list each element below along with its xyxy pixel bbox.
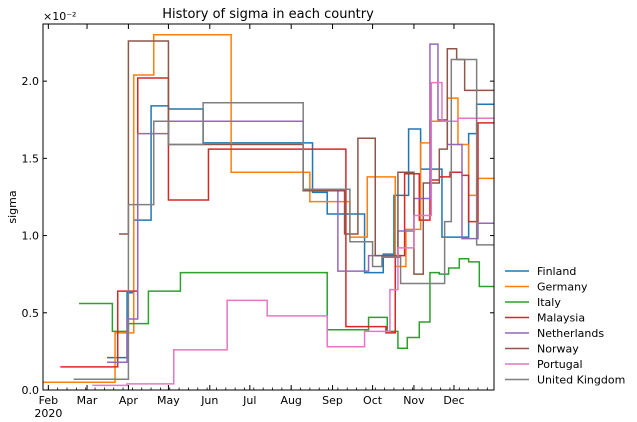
x-tick-label: Dec [443, 394, 464, 407]
x-tick-label: Oct [363, 394, 383, 407]
x-tick-label: Feb [39, 394, 58, 407]
series-line-germany [43, 34, 494, 384]
legend: Finland Germany Italy Malaysia Netherlands No… [505, 265, 625, 387]
y-multiplier: ×10⁻² [43, 10, 76, 23]
plot-frame [42, 23, 495, 391]
y-tick-label: 1.5 [22, 152, 40, 165]
x-tick-label: May [157, 394, 180, 407]
legend-label: Norway [537, 343, 579, 356]
y-tick-label: 0.0 [22, 384, 40, 397]
legend-label: Netherlands [537, 327, 604, 340]
series-line-portugal [92, 81, 494, 387]
x-tick-label: Apr [119, 394, 139, 407]
y-tick-label: 1.0 [22, 230, 40, 243]
series-line-italy [79, 257, 494, 350]
x-tick-label: Aug [280, 394, 301, 407]
legend-label: Portugal [537, 358, 583, 371]
legend-label: Malaysia [537, 312, 585, 325]
x-tick-label: Jul [242, 394, 256, 407]
series-line-united-kingdom [73, 58, 494, 380]
x-tick-label: Sep [322, 394, 343, 407]
x-tick-label: Jun [200, 394, 218, 407]
x-tick-label: Nov [403, 394, 425, 407]
legend-label: Germany [537, 281, 588, 294]
series-line-finland [107, 103, 494, 359]
y-tick-label: 2.0 [22, 75, 40, 88]
series-line-norway [119, 40, 494, 275]
series-layer [43, 34, 494, 387]
legend-label: Italy [537, 296, 561, 309]
legend-label: Finland [537, 265, 576, 278]
y-axis-label: sigma [6, 190, 19, 223]
legend-label: United Kingdom [537, 374, 625, 387]
x-tick-label: Mar [77, 394, 98, 407]
x-tick-sublabel: 2020 [34, 407, 62, 420]
chart-title: History of sigma in each country [162, 7, 374, 22]
y-tick-label: 0.5 [22, 307, 40, 320]
